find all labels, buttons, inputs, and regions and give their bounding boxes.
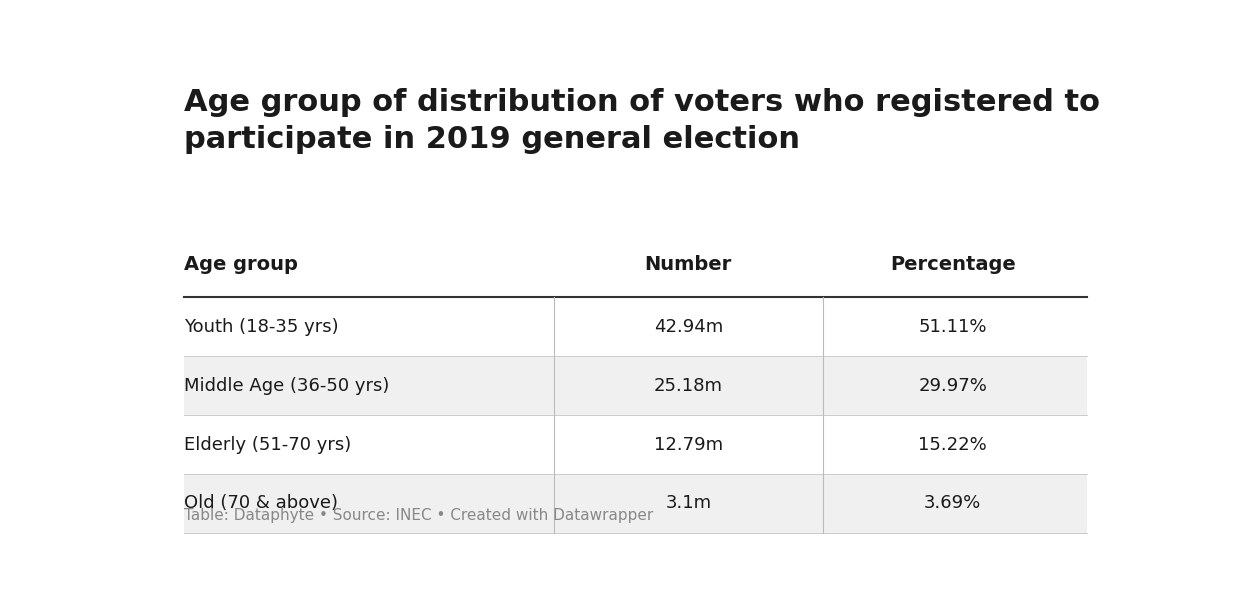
Text: Age group: Age group (184, 255, 298, 274)
Text: 25.18m: 25.18m (653, 376, 723, 395)
Text: 3.69%: 3.69% (924, 494, 981, 512)
Bar (184, 474, 1087, 533)
Text: Table: Dataphyte • Source: INEC • Created with Datawrapper: Table: Dataphyte • Source: INEC • Create… (184, 509, 653, 523)
Text: 3.1m: 3.1m (666, 494, 712, 512)
Text: Percentage: Percentage (890, 255, 1016, 274)
Text: Elderly (51-70 yrs): Elderly (51-70 yrs) (184, 436, 351, 453)
Text: 42.94m: 42.94m (653, 318, 723, 336)
Text: Number: Number (645, 255, 732, 274)
Text: 15.22%: 15.22% (919, 436, 987, 453)
Text: Age group of distribution of voters who registered to
participate in 2019 genera: Age group of distribution of voters who … (184, 88, 1100, 154)
Text: 51.11%: 51.11% (919, 318, 987, 336)
Text: Middle Age (36-50 yrs): Middle Age (36-50 yrs) (184, 376, 389, 395)
Text: 29.97%: 29.97% (918, 376, 987, 395)
Text: Youth (18-35 yrs): Youth (18-35 yrs) (184, 318, 339, 336)
Text: 12.79m: 12.79m (653, 436, 723, 453)
Text: Old (70 & above): Old (70 & above) (184, 494, 337, 512)
Bar (184, 356, 1087, 415)
